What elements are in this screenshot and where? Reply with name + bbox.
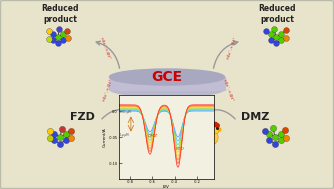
Text: +4e⁻,+4H⁺: +4e⁻,+4H⁺ <box>222 77 234 102</box>
Text: FZD: FZD <box>69 112 95 122</box>
Text: DMZ: DMZ <box>241 112 269 122</box>
Text: 1μ μM: 1μ μM <box>120 133 129 137</box>
Ellipse shape <box>153 154 181 162</box>
Ellipse shape <box>157 141 177 149</box>
FancyArrowPatch shape <box>213 41 238 68</box>
Ellipse shape <box>153 146 181 157</box>
FancyArrowPatch shape <box>206 109 235 119</box>
Text: +4e⁻,+4H⁺: +4e⁻,+4H⁺ <box>99 36 111 60</box>
Ellipse shape <box>110 69 224 85</box>
Ellipse shape <box>203 134 213 140</box>
Ellipse shape <box>152 142 182 154</box>
Y-axis label: Current/A: Current/A <box>103 127 107 147</box>
Text: GCE: GCE <box>151 70 183 84</box>
Text: DMZ: DMZ <box>148 134 158 138</box>
Text: 0.05 μM: 0.05 μM <box>120 110 131 114</box>
Text: A. CoTiO₃: A. CoTiO₃ <box>139 115 168 121</box>
Bar <box>110 77 225 90</box>
Text: FZD: FZD <box>176 147 185 151</box>
FancyArrowPatch shape <box>102 109 132 119</box>
Text: B. NiTiO₃: B. NiTiO₃ <box>139 126 168 132</box>
Text: Reduced
product: Reduced product <box>258 4 296 24</box>
Bar <box>153 152 181 158</box>
X-axis label: E/V: E/V <box>163 185 170 189</box>
FancyBboxPatch shape <box>136 111 202 147</box>
FancyArrowPatch shape <box>96 41 120 68</box>
Text: +4e⁻,+4H⁺: +4e⁻,+4H⁺ <box>102 77 114 102</box>
Text: +4e⁻,+4H⁺: +4e⁻,+4H⁺ <box>226 36 238 60</box>
Text: Reduced
product: Reduced product <box>41 4 79 24</box>
Ellipse shape <box>110 81 224 97</box>
Text: C. ZnTiO₃: C. ZnTiO₃ <box>139 138 168 143</box>
